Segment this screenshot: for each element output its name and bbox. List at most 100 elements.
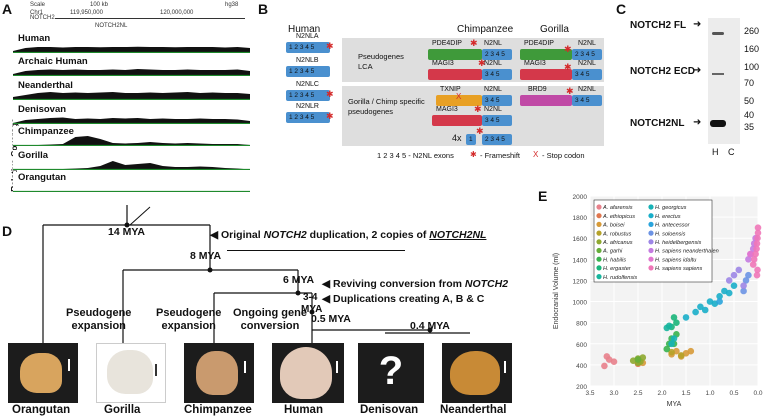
legend-frameshift: - Frameshift: [480, 151, 521, 160]
x-tick-label: 2.0: [657, 390, 666, 397]
pseudo-label-2: Pseudogene expansion: [156, 307, 222, 332]
band-notch2nl: [710, 120, 726, 127]
assembly: hg38: [225, 2, 239, 8]
panel-c-label: C: [616, 1, 627, 17]
point-h-sapiens-sapiens: [754, 224, 762, 231]
arrow-stub: [129, 206, 151, 226]
species-chimpanzee: Chimpanzee: [184, 404, 252, 416]
gorilla-n2nl-label-3: N2NL: [578, 86, 596, 93]
marker-50: 50: [744, 96, 755, 106]
orangutan-skull-shape: [20, 353, 62, 393]
legend-entry: H. antecessor: [655, 223, 691, 229]
time-05: 0.5 MYA: [311, 313, 351, 325]
chimp-n2nl-block-2: 3 4 5: [482, 69, 512, 80]
marker-40: 40: [744, 110, 755, 120]
coverage-fill: [13, 161, 250, 170]
legend-entry: H. sapiens sapiens: [655, 266, 702, 272]
frameshift-icon: ✱: [564, 62, 572, 72]
point-h-sapiens-sapiens: [754, 266, 761, 274]
point-h-sapiens-sapiens: [750, 256, 758, 263]
y-tick-label: 1800: [573, 215, 588, 222]
gorilla-n2nl-block-1: 2 3 4 5: [572, 49, 602, 60]
point-h-georgicus: [670, 335, 678, 342]
track-archaic-human: Archaic Human: [13, 56, 250, 76]
legend-marker: [596, 256, 602, 262]
point-h-erectus: [692, 308, 699, 316]
note1-underline: [227, 250, 405, 251]
species-human: Human: [284, 404, 323, 416]
coverage-fill: [13, 117, 250, 124]
fourx-label: 4x: [452, 133, 462, 143]
track-label: Neanderthal: [18, 80, 73, 91]
y-tick-label: 1000: [573, 300, 588, 307]
denisovan-unknown-image: ?: [358, 343, 424, 403]
legend-marker: [596, 265, 602, 271]
track-chimpanzee: Chimpanzee: [13, 126, 250, 146]
legend-exons: 1 2 3 4 5 - N2NL exons: [377, 151, 454, 160]
panel-d-label: D: [2, 223, 13, 239]
note3-arrow-icon: ◀: [322, 293, 331, 305]
chimp-n2nl-label-1: N2NL: [484, 40, 502, 47]
track-label: Denisovan: [18, 104, 67, 115]
legend-marker: [596, 204, 602, 210]
scale-bar: [155, 364, 157, 376]
track-label: Archaic Human: [18, 56, 88, 67]
point-h-heidelbergensis: [740, 282, 747, 289]
gorilla-n2nl-label-1: N2NL: [578, 40, 596, 47]
y-tick-label: 1400: [573, 257, 588, 264]
node-6: [295, 290, 301, 296]
legend-marker: [648, 256, 654, 262]
gorilla-brd9-block: [520, 95, 572, 106]
legend-entry: A. robustus: [602, 231, 631, 237]
track-human: Human: [13, 33, 250, 53]
stop-codon-icon: X: [456, 92, 462, 101]
point-h-erectus: [730, 282, 738, 289]
chimp-n2nl-block-5: 2 3 4 5: [482, 134, 512, 145]
chimp-pde4dip-block: [428, 49, 482, 60]
track-bg: [13, 172, 250, 192]
chimp-n2nl-label-3: N2NL: [484, 86, 502, 93]
coverage-profile: [13, 126, 250, 146]
band-arrow-icon: ➜: [693, 117, 702, 128]
point-h-sapiens-sapiens: [754, 229, 762, 237]
legend-entry: H. heidelbergensis: [655, 240, 702, 246]
point-h-habilis: [663, 345, 671, 353]
point-h-sapiens-sapiens: [754, 234, 761, 242]
gene-line: [55, 18, 245, 19]
point-h-rudolfensis: [665, 322, 673, 330]
legend-entry: A. africanus: [602, 240, 633, 246]
time-3-4: 3-4: [303, 292, 318, 303]
browser-header: Scale 100 kb hg38 Chr1 119,950,000 120,0…: [30, 2, 250, 32]
gorilla-skull-image: [96, 343, 166, 403]
band-arrow-icon: ➜: [693, 19, 702, 30]
coverage-profile: [13, 56, 250, 76]
point-h-erectus: [697, 303, 704, 311]
coverage-profile: [13, 172, 250, 192]
frameshift-icon: ✱: [476, 126, 484, 136]
chimp-n2nl-block-3: 3 4 5: [482, 95, 512, 106]
legend: A. afarensis A. ethiopicus A. boisei A. rob…: [593, 199, 719, 283]
coverage-profile: [13, 104, 250, 124]
panel-a-label: A: [2, 1, 13, 17]
scale-bar: [336, 361, 338, 373]
band-label-2: NOTCH2NL: [630, 118, 685, 129]
point-h-sapiens-sapiens: [752, 250, 759, 258]
row1-title: Pseudogenes LCA: [358, 52, 404, 71]
point-h-heidelbergensis: [730, 271, 738, 279]
chimp-n2nl-label-2: N2NL: [484, 60, 502, 67]
band-fl: [712, 32, 724, 35]
point-a-garhi: [634, 356, 642, 363]
point-h-heidelbergensis: [735, 266, 743, 274]
gorilla-n2nl-block-3: 3 4 5: [572, 95, 602, 106]
scale-bar: [504, 361, 506, 373]
scale-bar: [68, 359, 70, 371]
point-a-robustus: [668, 348, 675, 356]
gorilla-brd9-label: BRD9: [528, 86, 547, 93]
human-gene-n2nlc: N2NLC: [296, 81, 319, 88]
y-tick-label: 200: [576, 384, 587, 391]
frameshift-icon: ✱: [474, 104, 482, 114]
x-tick-label: 0.0: [753, 390, 762, 397]
coverage-profile: [13, 33, 250, 53]
human-gene-n2nla: N2NLA: [296, 33, 319, 40]
y-axis-label: Endocranial Volume (ml): [553, 253, 560, 329]
